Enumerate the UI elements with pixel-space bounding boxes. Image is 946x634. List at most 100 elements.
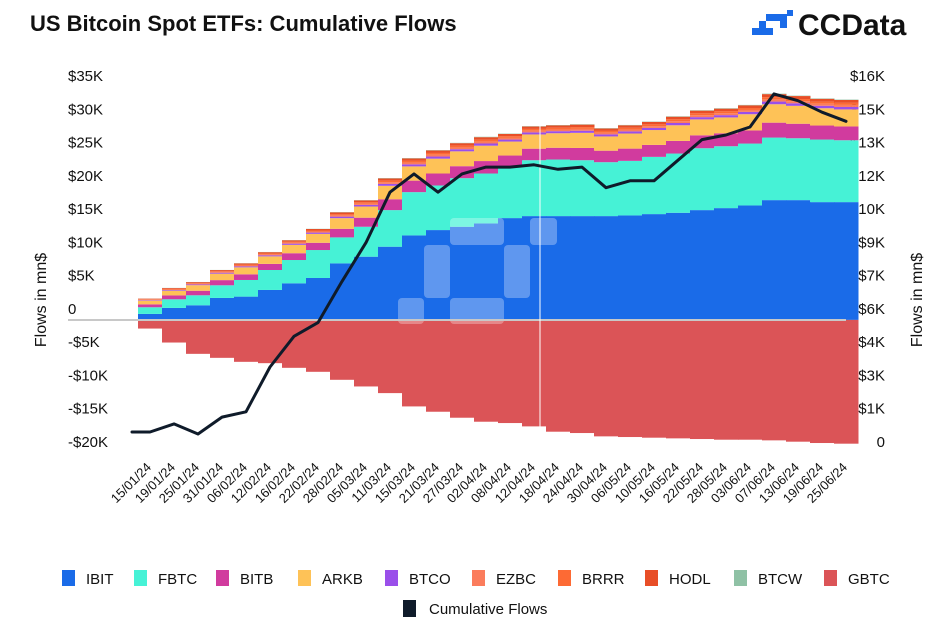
legend-label: BRRR (582, 571, 625, 588)
bar-brrr (666, 119, 691, 121)
ccdata-logo: CCData (752, 9, 907, 42)
bar-hodl (522, 127, 547, 129)
bar-btco (162, 290, 187, 291)
bar-arkb (690, 119, 715, 135)
legend-item-ezbc[interactable]: EZBC (472, 570, 536, 588)
left-y-axis: $35K$30K$25K$20K$15K$10K$5K0-$5K-$10K-$1… (68, 68, 108, 451)
bar-ezbc (642, 126, 667, 128)
bar-bitb (570, 148, 595, 160)
bar-fbtc (282, 260, 307, 283)
bar-gbtc (738, 320, 763, 440)
bar-fbtc (138, 307, 163, 314)
chart-title: US Bitcoin Spot ETFs: Cumulative Flows (30, 11, 457, 36)
bar-arkb (282, 245, 307, 253)
bar-hodl (690, 111, 715, 114)
bar-fbtc (762, 138, 787, 201)
legend-item-arkb[interactable]: ARKB (298, 570, 363, 588)
bar-hodl (450, 143, 475, 145)
legend-item-bitb[interactable]: BITB (216, 570, 273, 588)
bar-gbtc (354, 320, 379, 387)
left-y-tick-label: $10K (68, 234, 103, 251)
bar-ibit (762, 200, 787, 320)
legend-item-fbtc[interactable]: FBTC (134, 570, 197, 588)
legend-item-ibit[interactable]: IBIT (62, 570, 114, 588)
bar-btco (618, 131, 643, 133)
bar-ezbc (162, 289, 187, 290)
right-y-tick-label: $16K (850, 68, 885, 85)
legend-swatch (298, 570, 311, 586)
bar-brrr (690, 113, 715, 115)
legend-swatch (645, 570, 658, 586)
bar-arkb (522, 134, 547, 148)
bar-gbtc (714, 320, 739, 440)
ccdata-logo-icon (752, 10, 793, 35)
bar-bitb (330, 229, 355, 238)
bar-btco (834, 107, 859, 109)
bar-gbtc (690, 320, 715, 439)
bar-btco (666, 123, 691, 125)
left-y-tick-label: $25K (68, 135, 103, 152)
bar-fbtc (498, 167, 523, 218)
bar-gbtc (138, 320, 163, 329)
bar-ezbc (570, 129, 595, 131)
bar-fbtc (810, 140, 835, 203)
bar-gbtc (786, 320, 811, 442)
bar-btco (258, 255, 283, 256)
bar-fbtc (330, 237, 355, 263)
legend-label: GBTC (848, 571, 890, 588)
bar-arkb (354, 207, 379, 218)
bar-btco (210, 273, 235, 274)
bar-ezbc (426, 155, 451, 157)
bar-ezbc (666, 121, 691, 123)
bar-brrr (642, 124, 667, 126)
legend-swatch (385, 570, 398, 586)
bar-hodl (306, 229, 331, 230)
bar-arkb (546, 133, 571, 148)
bar-gbtc (234, 320, 259, 362)
legend-item-brrr[interactable]: BRRR (558, 570, 625, 588)
bar-btco (306, 233, 331, 234)
legend-item-btcw[interactable]: BTCW (734, 570, 803, 588)
bar-gbtc (426, 320, 451, 412)
bar-arkb (138, 301, 163, 305)
bar-btco (138, 300, 163, 301)
bar-hodl (282, 240, 307, 241)
bar-ezbc (258, 254, 283, 255)
bar-gbtc (642, 320, 667, 438)
bar-gbtc (522, 320, 547, 426)
bar-ibit (594, 216, 619, 320)
bar-ibit (666, 213, 691, 320)
bar-bitb (306, 243, 331, 250)
bar-brrr (330, 214, 355, 215)
x-axis: 15/01/2419/01/2425/01/2431/01/2406/02/24… (108, 460, 850, 506)
legend-item-gbtc[interactable]: GBTC (824, 570, 890, 588)
bar-gbtc (162, 320, 187, 343)
bar-ibit (738, 205, 763, 319)
bar-arkb (450, 151, 475, 166)
bar-ibit (282, 283, 307, 320)
bar-hodl (570, 125, 595, 128)
bar-ezbc (450, 147, 475, 149)
bar-hodl (618, 125, 643, 128)
bar-btco (498, 140, 523, 142)
legend-item-btco[interactable]: BTCO (385, 570, 451, 588)
legend-item-cumulative-flows[interactable]: Cumulative Flows (403, 600, 547, 618)
bar-btco (354, 205, 379, 207)
bar-hodl (642, 122, 667, 124)
bar-hodl (810, 99, 835, 102)
bar-ibit (234, 297, 259, 320)
bar-gbtc (210, 320, 235, 358)
bar-arkb (210, 274, 235, 280)
legend-label: Cumulative Flows (429, 601, 547, 618)
bar-btco (234, 266, 259, 267)
bar-fbtc (306, 250, 331, 278)
bar-hodl (666, 117, 691, 120)
bar-bitb (786, 124, 811, 139)
bar-bitb (282, 253, 307, 260)
bar-arkb (642, 130, 667, 145)
bar-ibit (210, 298, 235, 320)
bar-brrr (834, 103, 859, 105)
right-y-tick-label: 0 (877, 434, 885, 451)
bar-arkb (786, 106, 811, 124)
legend-item-hodl[interactable]: HODL (645, 570, 711, 588)
